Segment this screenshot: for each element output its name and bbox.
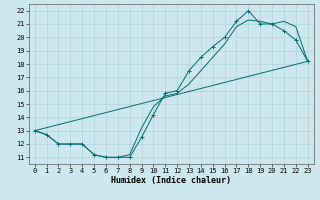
- X-axis label: Humidex (Indice chaleur): Humidex (Indice chaleur): [111, 176, 231, 185]
